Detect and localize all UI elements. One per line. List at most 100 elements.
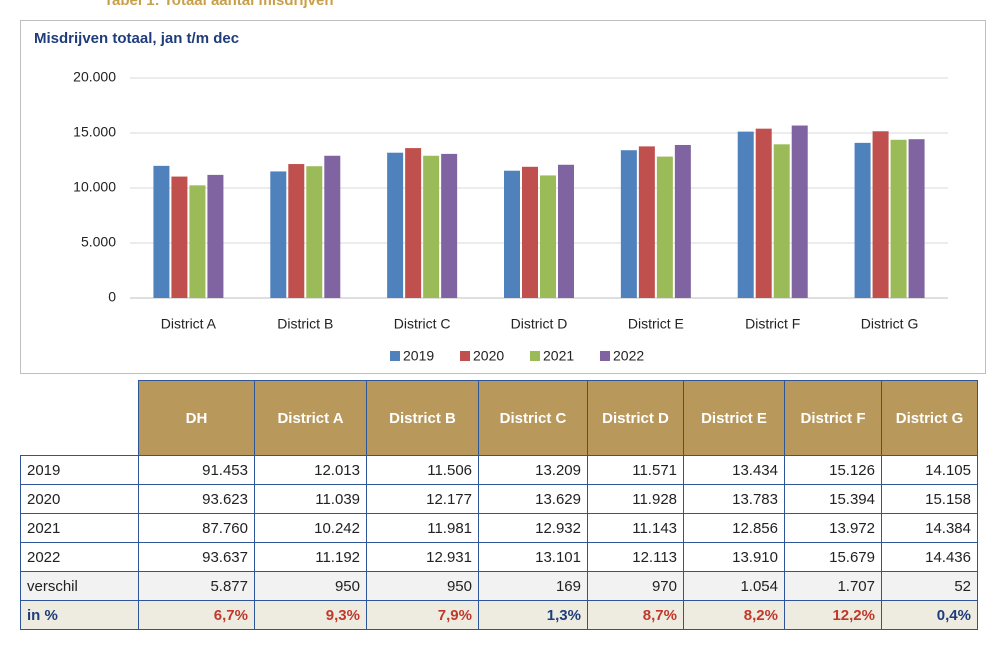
legend-swatch: [390, 351, 400, 361]
header-cell: DH: [138, 380, 255, 456]
table-cell: 8,7%: [587, 600, 684, 630]
table-cell: 169: [478, 571, 588, 601]
bar: [270, 171, 287, 298]
x-tick-label: District D: [511, 316, 568, 332]
table-cell: 2022: [20, 542, 139, 572]
table-cell: 93.637: [138, 542, 255, 572]
table-cell: 2020: [20, 484, 139, 514]
header-cell: District G: [881, 380, 978, 456]
bar: [620, 150, 637, 298]
bar: [324, 155, 341, 298]
table-cell: 12.931: [366, 542, 479, 572]
legend-label: 2021: [543, 348, 574, 364]
bar: [288, 164, 305, 298]
bar: [504, 170, 520, 298]
table-row: 2020 93.623 11.039 12.177 13.629 11.928 13.783…: [20, 484, 978, 514]
table-cell: 1,3%: [478, 600, 588, 630]
table-cell: 15.394: [784, 484, 882, 514]
header-cell: District A: [254, 380, 367, 456]
table-cell: 12.932: [478, 513, 588, 543]
bar: [387, 152, 404, 298]
bar: [558, 164, 574, 298]
table-cell: 14.436: [881, 542, 978, 572]
table-cell: 0,4%: [881, 600, 978, 630]
bar: [773, 144, 790, 298]
bar: [854, 142, 871, 298]
table-cell: 14.384: [881, 513, 978, 543]
table-cell: 13.972: [784, 513, 882, 543]
table-cell: 12.856: [683, 513, 785, 543]
table-cell: 950: [254, 571, 367, 601]
y-tick-label: 5.000: [81, 234, 116, 250]
data-table: DH District A District B District C District…: [20, 380, 978, 630]
x-tick-label: District F: [745, 316, 800, 332]
table-cell: 2019: [20, 455, 139, 485]
table-cell: 14.105: [881, 455, 978, 485]
x-tick-label: District E: [628, 316, 684, 332]
table-cell: 13.209: [478, 455, 588, 485]
table-cell: 10.242: [254, 513, 367, 543]
bar: [207, 174, 224, 298]
table-cell: 15.126: [784, 455, 882, 485]
bar: [791, 125, 808, 298]
table-cell: 1.054: [683, 571, 785, 601]
legend-label: 2022: [613, 348, 644, 364]
bar: [441, 153, 458, 298]
table-cell: 12.177: [366, 484, 479, 514]
table-row: verschil 5.877 950 950 169 970 1.054 1.707 52: [20, 571, 978, 601]
table-cell: 93.623: [138, 484, 255, 514]
legend-swatch: [530, 351, 540, 361]
table-cell: 15.679: [784, 542, 882, 572]
bar: [638, 146, 655, 298]
table-cell: 12,2%: [784, 600, 882, 630]
table-cell: in %: [20, 600, 139, 630]
bar: [737, 131, 754, 298]
bar: [405, 148, 422, 298]
header-row: DH District A District B District C District…: [20, 380, 978, 456]
table-cell: 950: [366, 571, 479, 601]
table-cell: 7,9%: [366, 600, 479, 630]
header-cell: District B: [366, 380, 479, 456]
chart-title: Misdrijven totaal, jan t/m dec: [34, 30, 239, 47]
bar: [755, 128, 772, 298]
table-cell: 12.113: [587, 542, 684, 572]
table-cell: 1.707: [784, 571, 882, 601]
caption: Tabel 1: Totaal aantal misdrijven: [104, 0, 334, 9]
x-tick-label: District C: [394, 316, 451, 332]
table-cell: 13.101: [478, 542, 588, 572]
table-cell: 9,3%: [254, 600, 367, 630]
table-cell: 12.013: [254, 455, 367, 485]
table-cell: 11.192: [254, 542, 367, 572]
table-cell: 2021: [20, 513, 139, 543]
bar: [674, 144, 691, 298]
table-cell: 11.506: [366, 455, 479, 485]
table-cell: 11.143: [587, 513, 684, 543]
legend-label: 2020: [473, 348, 504, 364]
bar: [153, 165, 170, 298]
header-cell: District E: [683, 380, 785, 456]
table-cell: 13.910: [683, 542, 785, 572]
chart-frame: [20, 20, 986, 374]
table-cell: 13.783: [683, 484, 785, 514]
y-tick-label: 0: [108, 289, 116, 305]
bar: [656, 156, 673, 298]
table-cell: 13.434: [683, 455, 785, 485]
bar: [189, 185, 206, 298]
bar: [540, 175, 556, 298]
table-cell: 15.158: [881, 484, 978, 514]
legend-label: 2019: [403, 348, 434, 364]
bar: [171, 176, 188, 298]
table-cell: 970: [587, 571, 684, 601]
y-tick-label: 15.000: [73, 124, 116, 140]
table-row: 2021 87.760 10.242 11.981 12.932 11.143 12.856…: [20, 513, 978, 543]
table-cell: 6,7%: [138, 600, 255, 630]
table-cell: 91.453: [138, 455, 255, 485]
y-tick-label: 20.000: [73, 69, 116, 85]
bar: [872, 131, 889, 298]
table-cell: 11.981: [366, 513, 479, 543]
header-cell: District F: [784, 380, 882, 456]
chart: Misdrijven totaal, jan t/m dec 0 5.000 10.…: [34, 30, 948, 364]
table-cell: 87.760: [138, 513, 255, 543]
header-cell: District D: [587, 380, 684, 456]
